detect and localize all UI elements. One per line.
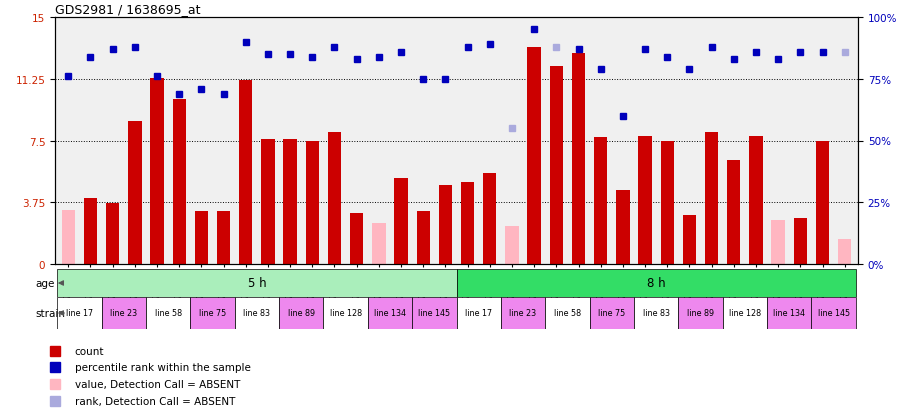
Text: count: count bbox=[75, 346, 104, 356]
Bar bbox=[838, 240, 852, 264]
Bar bbox=[323, 297, 368, 329]
Bar bbox=[284, 140, 297, 264]
Bar bbox=[62, 210, 75, 264]
Text: rank, Detection Call = ABSENT: rank, Detection Call = ABSENT bbox=[75, 396, 235, 406]
Text: line 134: line 134 bbox=[774, 309, 805, 318]
Bar bbox=[816, 141, 829, 264]
Text: strain: strain bbox=[35, 308, 65, 318]
Text: age: age bbox=[35, 278, 55, 288]
Bar bbox=[505, 227, 519, 264]
Text: 5 h: 5 h bbox=[248, 277, 266, 290]
Text: line 145: line 145 bbox=[817, 309, 850, 318]
Bar bbox=[483, 174, 497, 264]
Bar bbox=[550, 67, 563, 264]
Text: line 23: line 23 bbox=[510, 309, 537, 318]
Bar bbox=[84, 199, 97, 264]
Text: line 89: line 89 bbox=[687, 309, 714, 318]
Bar bbox=[368, 297, 412, 329]
Bar bbox=[261, 140, 275, 264]
Bar bbox=[173, 100, 186, 264]
Text: line 128: line 128 bbox=[729, 309, 761, 318]
Bar bbox=[528, 47, 541, 264]
Text: 8 h: 8 h bbox=[647, 277, 665, 290]
Bar bbox=[372, 223, 386, 264]
Bar bbox=[235, 297, 279, 329]
Bar bbox=[417, 212, 430, 264]
Bar bbox=[705, 133, 718, 264]
Bar bbox=[128, 121, 142, 264]
Text: line 17: line 17 bbox=[465, 309, 492, 318]
Text: line 134: line 134 bbox=[374, 309, 406, 318]
Text: line 83: line 83 bbox=[642, 309, 670, 318]
Bar bbox=[661, 141, 674, 264]
Bar bbox=[457, 297, 500, 329]
Bar bbox=[634, 297, 678, 329]
Bar bbox=[57, 269, 457, 297]
Bar bbox=[682, 215, 696, 264]
Bar bbox=[545, 297, 590, 329]
Text: percentile rank within the sample: percentile rank within the sample bbox=[75, 363, 250, 373]
Text: line 89: line 89 bbox=[288, 309, 315, 318]
Bar bbox=[749, 136, 763, 264]
Bar bbox=[217, 212, 230, 264]
Bar bbox=[616, 190, 630, 264]
Bar bbox=[678, 297, 723, 329]
Bar bbox=[439, 185, 452, 264]
Text: value, Detection Call = ABSENT: value, Detection Call = ABSENT bbox=[75, 379, 240, 389]
Bar bbox=[279, 297, 323, 329]
Bar bbox=[57, 297, 102, 329]
Bar bbox=[812, 297, 855, 329]
Bar bbox=[394, 179, 408, 264]
Bar bbox=[594, 138, 607, 264]
Bar bbox=[239, 81, 252, 264]
Bar bbox=[772, 220, 784, 264]
Bar bbox=[501, 297, 545, 329]
Bar bbox=[723, 297, 767, 329]
Text: line 23: line 23 bbox=[110, 309, 137, 318]
Bar bbox=[571, 54, 585, 264]
Bar bbox=[590, 297, 634, 329]
Bar bbox=[146, 297, 190, 329]
Text: line 75: line 75 bbox=[199, 309, 226, 318]
Bar bbox=[461, 182, 474, 264]
Bar bbox=[106, 204, 119, 264]
Bar bbox=[102, 297, 146, 329]
Text: line 75: line 75 bbox=[598, 309, 625, 318]
Text: line 128: line 128 bbox=[329, 309, 361, 318]
Text: line 145: line 145 bbox=[419, 309, 450, 318]
Bar bbox=[190, 297, 235, 329]
Bar bbox=[195, 212, 208, 264]
Bar bbox=[457, 269, 855, 297]
Bar bbox=[350, 214, 363, 264]
Text: line 58: line 58 bbox=[554, 309, 581, 318]
Text: line 58: line 58 bbox=[155, 309, 182, 318]
Text: GDS2981 / 1638695_at: GDS2981 / 1638695_at bbox=[55, 3, 200, 16]
Bar bbox=[328, 133, 341, 264]
Bar bbox=[794, 218, 807, 264]
Bar bbox=[412, 297, 457, 329]
Text: line 83: line 83 bbox=[243, 309, 270, 318]
Bar bbox=[639, 136, 652, 264]
Bar bbox=[306, 141, 319, 264]
Text: line 17: line 17 bbox=[66, 309, 93, 318]
Bar bbox=[767, 297, 812, 329]
Bar bbox=[150, 79, 164, 264]
Bar bbox=[727, 161, 741, 264]
